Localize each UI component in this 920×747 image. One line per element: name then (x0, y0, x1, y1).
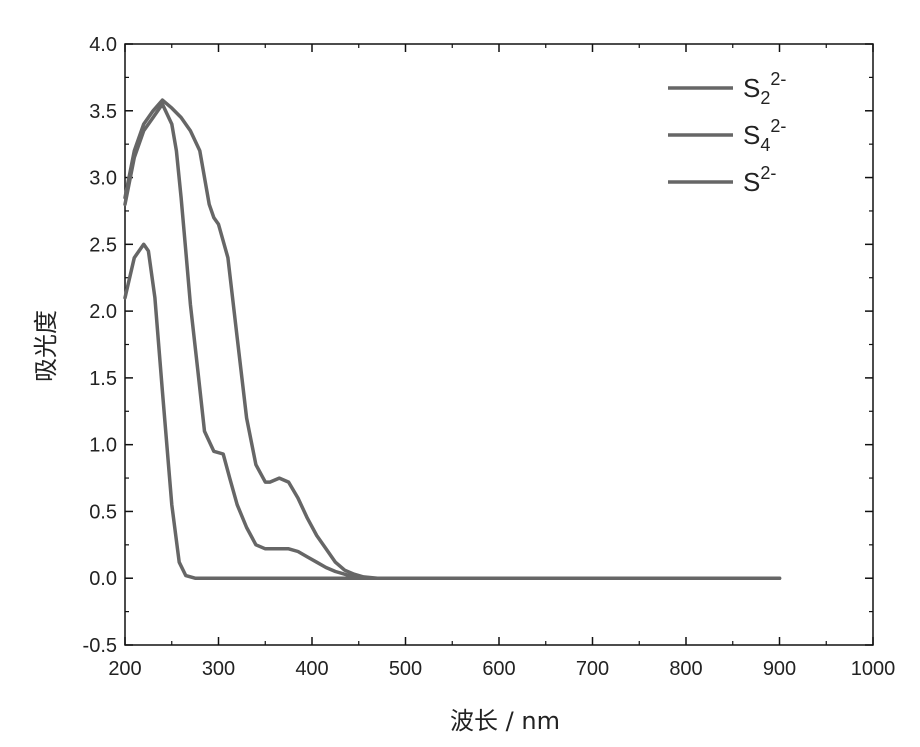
series-line-3 (125, 100, 780, 578)
y-tick-label: -0.5 (83, 635, 117, 657)
x-tick-label: 900 (763, 658, 796, 680)
y-tick-label: 0.5 (89, 501, 117, 523)
y-tick-label: 3.0 (89, 168, 117, 190)
series-layer (125, 100, 780, 578)
x-axis-title: 波长 / nm (450, 707, 560, 735)
y-tick-label: 1.5 (89, 368, 117, 390)
y-tick-label: 3.5 (89, 101, 117, 123)
legend-label: S22- (743, 69, 786, 108)
y-tick-label: 4.0 (89, 34, 117, 56)
legend-label-superscript: 2- (770, 116, 786, 136)
legend-label-base: S (743, 73, 760, 103)
legend: S22-S42-S2- (668, 69, 786, 197)
x-tick-label: 400 (295, 658, 328, 680)
series-line-2 (125, 104, 780, 578)
legend-label-superscript: 2- (760, 163, 776, 183)
y-tick-label: 2.0 (89, 301, 117, 323)
y-tick-label: 1.0 (89, 435, 117, 457)
y-tick-label: 0.0 (89, 568, 117, 590)
y-axis-title: 吸光度 (32, 310, 60, 382)
x-tick-label: 1000 (851, 658, 896, 680)
x-tick-label: 300 (202, 658, 235, 680)
x-axis-ticks: 200 300 400 500 600 700 800 900 1000 (108, 44, 895, 680)
legend-label-subscript: 4 (760, 135, 770, 155)
legend-label-base: S (743, 120, 760, 150)
legend-label-base: S (743, 167, 760, 197)
series-line-1 (125, 244, 780, 578)
legend-label-superscript: 2- (770, 69, 786, 89)
y-tick-label: 2.5 (89, 234, 117, 256)
legend-label-subscript: 2 (760, 88, 770, 108)
x-tick-label: 200 (108, 658, 141, 680)
legend-label: S2- (743, 163, 776, 197)
x-tick-label: 500 (389, 658, 422, 680)
x-tick-label: 700 (576, 658, 609, 680)
x-tick-label: 600 (482, 658, 515, 680)
legend-label: S42- (743, 116, 786, 155)
x-tick-label: 800 (669, 658, 702, 680)
